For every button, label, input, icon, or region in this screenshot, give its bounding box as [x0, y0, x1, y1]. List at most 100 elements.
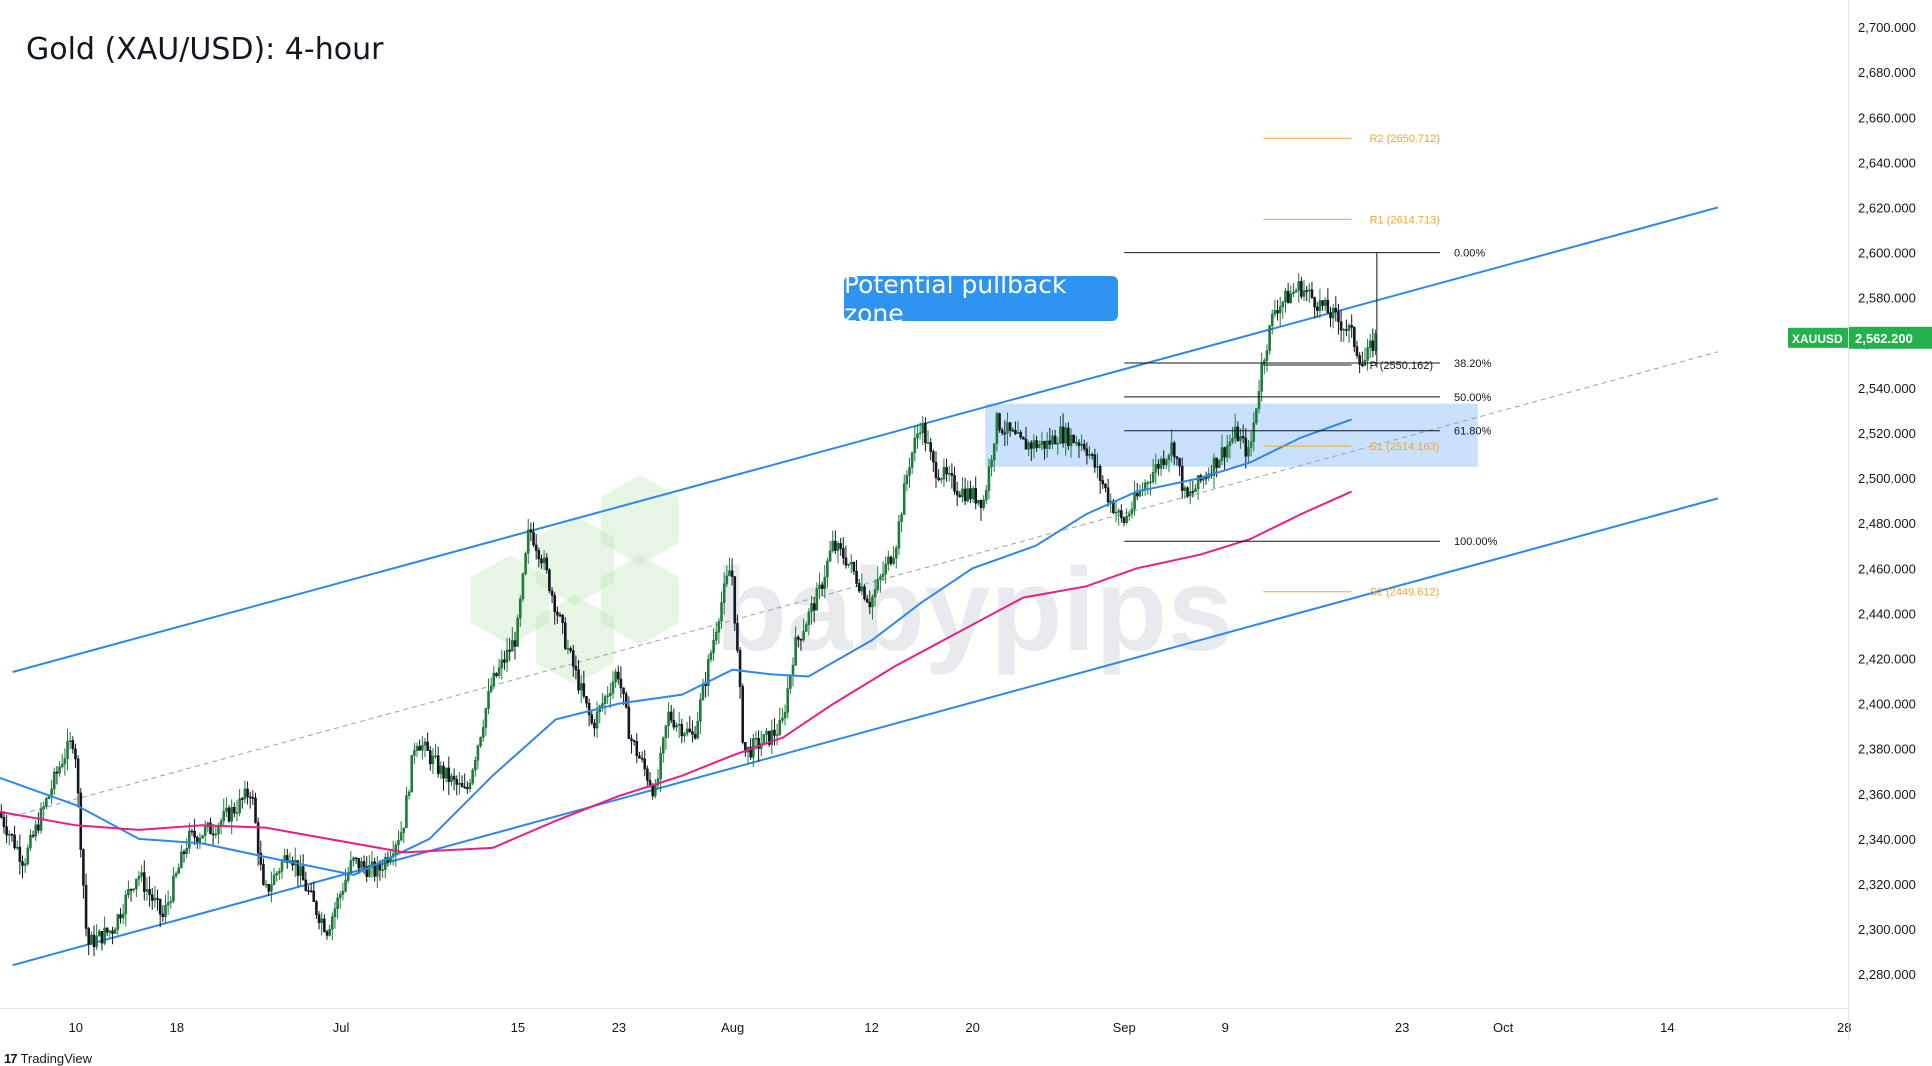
candle-body [958, 494, 962, 498]
candle-body [50, 788, 53, 796]
candle-body [487, 691, 490, 709]
candle-body [473, 759, 477, 771]
time-tick-label: Oct [1493, 1020, 1514, 1035]
candle-body [52, 771, 56, 790]
candle-body [1331, 307, 1335, 319]
tradingview-footer[interactable]: 17 TradingView [4, 1051, 92, 1066]
watermark-hexagon-icon [601, 555, 679, 645]
candle-body [651, 785, 654, 797]
channel-midline [12, 351, 1719, 817]
candle-body [214, 833, 218, 836]
candle-body [1114, 512, 1118, 514]
candle-body [815, 588, 819, 611]
candle-body [1037, 444, 1041, 449]
price-axis[interactable]: 2,700.000 2,680.000 2,660.000 2,640.000 2,62… [1788, 20, 1932, 982]
candle-body [129, 889, 133, 891]
candle-body [939, 478, 943, 481]
candle-body [1101, 480, 1105, 485]
candle-body [797, 636, 800, 640]
candle-body [757, 738, 760, 749]
candle-body [121, 913, 125, 919]
channel-upper-line [12, 206, 1719, 673]
candle-body [953, 475, 956, 492]
candle-body [770, 729, 774, 745]
candle-body [1223, 447, 1226, 458]
candle-body [92, 934, 96, 948]
candle-body [593, 722, 596, 729]
candle-body [585, 695, 588, 704]
candle-body [1366, 347, 1369, 361]
candle-body [1093, 454, 1097, 468]
candle-body [1286, 290, 1290, 304]
candle-body [574, 665, 578, 671]
candle-body [1247, 447, 1250, 457]
candle-body [1360, 364, 1364, 367]
candle-body [1154, 464, 1158, 473]
pivot-label: R1 (2614.713) [1370, 214, 1440, 226]
candle-body [1053, 435, 1057, 445]
candle-body [418, 745, 421, 751]
candle-body [304, 879, 308, 891]
sma100-line [0, 418, 1352, 877]
candle-body [68, 740, 72, 742]
candle-body [722, 583, 726, 603]
candle-body [868, 601, 872, 608]
candle-body [190, 830, 194, 833]
time-axis-border [0, 1008, 1848, 1009]
pivot-label: R2 (2650.712) [1370, 133, 1440, 145]
candle-body [338, 894, 342, 899]
price-tick-label: 2,680.000 [1858, 65, 1916, 80]
candle-body [442, 765, 445, 779]
candle-body [1088, 454, 1091, 456]
candle-body [881, 573, 885, 578]
candle-body [1011, 429, 1015, 432]
candle-body [135, 878, 138, 890]
candle-body [1323, 299, 1327, 306]
candle-body [1035, 440, 1038, 449]
candle-body [1183, 487, 1187, 491]
candle-body [405, 795, 408, 829]
candle-body [1196, 475, 1200, 490]
candle-body [1151, 472, 1155, 483]
candle-body [1027, 442, 1030, 450]
candle-body [195, 837, 199, 843]
price-tick-label: 2,660.000 [1858, 110, 1916, 125]
candle-body [447, 767, 451, 783]
price-tick-label: 2,380.000 [1858, 742, 1916, 757]
pivot-label: S2 (2449.612) [1370, 587, 1440, 599]
time-tick-label: Jul [333, 1020, 350, 1035]
candle-body [818, 584, 821, 589]
candle-body [18, 846, 22, 862]
candle-body [725, 575, 729, 585]
candle-body [865, 598, 869, 603]
candle-body [849, 561, 853, 565]
candle-body [693, 733, 697, 739]
candle-body [1358, 355, 1361, 365]
candle-body [256, 822, 260, 854]
candle-body [675, 724, 678, 728]
candle-body [174, 873, 178, 877]
candle-body [376, 864, 379, 877]
candle-body [346, 872, 350, 881]
candle-body [500, 659, 504, 669]
candle-body [736, 622, 739, 651]
candle-body [124, 894, 128, 915]
candle-body [945, 467, 948, 475]
candle-body [1225, 445, 1229, 458]
candle-body [1059, 426, 1062, 444]
candle-body [1220, 447, 1224, 461]
candle-body [1334, 307, 1338, 313]
candle-body [714, 631, 718, 641]
candle-body [161, 913, 165, 918]
price-tick-label: 2,320.000 [1858, 877, 1916, 892]
candle-body [1051, 435, 1054, 445]
candle-body [1159, 458, 1163, 469]
time-axis[interactable]: 10 18 Jul 15 23 Aug 12 20 Sep 9 23 Oct 14 28 [69, 1020, 1852, 1035]
candle-body [908, 467, 911, 476]
candle-body [563, 622, 567, 649]
candle-body [1096, 466, 1099, 468]
candle-body [127, 889, 130, 896]
candle-body [1117, 510, 1120, 513]
time-tick-label: 23 [1395, 1020, 1409, 1035]
